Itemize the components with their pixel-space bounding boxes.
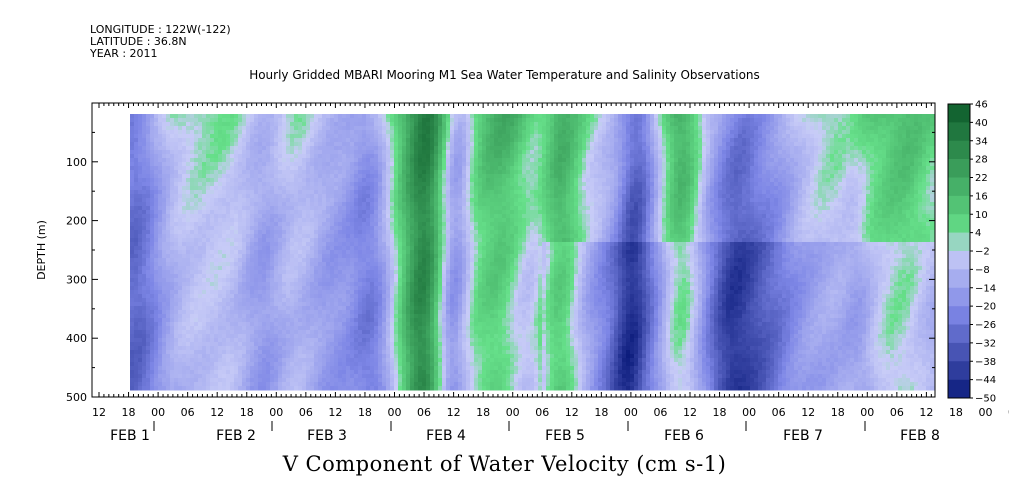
colorbar-label: −32 <box>975 338 996 349</box>
colorbar-segment <box>948 287 970 307</box>
year-label: YEAR : 2011 <box>90 47 158 60</box>
colorbar-segment <box>948 159 970 178</box>
x-date-label: FEB 6 <box>664 428 704 444</box>
colorbar-label: −26 <box>975 320 996 331</box>
x-tick-label: 06 <box>535 406 549 419</box>
colorbar-label: 46 <box>975 100 988 111</box>
colorbar-label: 28 <box>975 155 988 166</box>
x-tick-label: 06 <box>299 406 313 419</box>
colorbar-segment <box>948 214 970 233</box>
x-date-label: FEB 1 <box>110 428 150 444</box>
y-tick-label: 200 <box>66 215 87 228</box>
x-tick-label: 00 <box>388 406 402 419</box>
x-tick-label: 06 <box>890 406 904 419</box>
x-tick-label: 18 <box>240 406 254 419</box>
colorbar-segment <box>948 379 970 399</box>
y-tick-label: 300 <box>66 273 87 286</box>
x-tick-label: 06 <box>772 406 786 419</box>
x-tick-label: 00 <box>742 406 756 419</box>
x-date-label: FEB 8 <box>900 428 940 444</box>
x-tick-label: 18 <box>476 406 490 419</box>
x-tick-label: 00 <box>624 406 638 419</box>
colorbar-segment <box>948 104 970 123</box>
x-date-label: FEB 2 <box>216 428 256 444</box>
latitude-label: LATITUDE : 36.8N <box>90 35 187 48</box>
x-tick-label: 06 <box>181 406 195 419</box>
x-tick-label: 18 <box>594 406 608 419</box>
colorbar-label: −2 <box>975 247 990 258</box>
colorbar-label: −50 <box>975 394 996 405</box>
colorbar-label: 34 <box>975 136 988 147</box>
x-tick-label: 00 <box>979 406 993 419</box>
longitude-label: LONGITUDE : 122W(-122) <box>90 23 231 36</box>
x-tick-label: 06 <box>653 406 667 419</box>
x-tick-label: 18 <box>122 406 136 419</box>
x-tick-label: 12 <box>447 406 461 419</box>
x-tick-label: 12 <box>801 406 815 419</box>
x-tick-label: 00 <box>506 406 520 419</box>
colorbar-label: 40 <box>975 118 988 129</box>
colorbar-label: −14 <box>975 283 996 294</box>
x-tick-label: 18 <box>949 406 963 419</box>
y-tick-label: 400 <box>66 332 87 345</box>
x-tick-label: 00 <box>151 406 165 419</box>
colorbar-label: −8 <box>975 265 990 276</box>
colorbar-segment <box>948 251 970 270</box>
colorbar-segment <box>948 306 970 325</box>
x-tick-label: 18 <box>831 406 845 419</box>
x-tick-label: 12 <box>919 406 933 419</box>
x-tick-label: 18 <box>713 406 727 419</box>
colorbar-label: 16 <box>975 191 988 202</box>
colorbar-segment <box>948 269 970 289</box>
colorbar-segment <box>948 342 970 362</box>
y-tick-label: 100 <box>66 156 87 169</box>
y-tick-label: 500 <box>66 391 87 404</box>
x-date-label: FEB 5 <box>545 428 585 444</box>
velocity-field <box>130 114 935 391</box>
colorbar-segment <box>948 195 970 215</box>
colorbar-label: −20 <box>975 302 996 313</box>
colorbar-label: −44 <box>975 375 996 386</box>
x-tick-label: 06 <box>417 406 431 419</box>
x-tick-label: 12 <box>683 406 697 419</box>
colorbar-segment <box>948 324 970 344</box>
x-tick-label: 12 <box>328 406 342 419</box>
x-date-label: FEB 3 <box>307 428 347 444</box>
x-tick-label: 00 <box>860 406 874 419</box>
colorbar-segment <box>948 122 970 142</box>
colorbar-segment <box>948 361 970 380</box>
x-date-label: FEB 7 <box>783 428 823 444</box>
x-tick-label: 18 <box>358 406 372 419</box>
colorbar-segment <box>948 140 970 160</box>
x-date-label: FEB 4 <box>426 428 466 444</box>
colorbar-label: 4 <box>975 228 981 239</box>
x-tick-label: 12 <box>92 406 106 419</box>
x-tick-label: 00 <box>269 406 283 419</box>
y-axis-label: DEPTH (m) <box>35 220 48 280</box>
colorbar-label: −38 <box>975 357 996 368</box>
chart-title: Hourly Gridded MBARI Mooring M1 Sea Wate… <box>249 68 760 82</box>
colorbar-segment <box>948 177 970 197</box>
colorbar-segment <box>948 232 970 252</box>
variable-title: V Component of Water Velocity (cm s-1) <box>282 452 727 476</box>
x-tick-label: 12 <box>565 406 579 419</box>
colorbar-label: 10 <box>975 210 988 221</box>
x-tick-label: 12 <box>210 406 224 419</box>
colorbar-label: 22 <box>975 173 988 184</box>
